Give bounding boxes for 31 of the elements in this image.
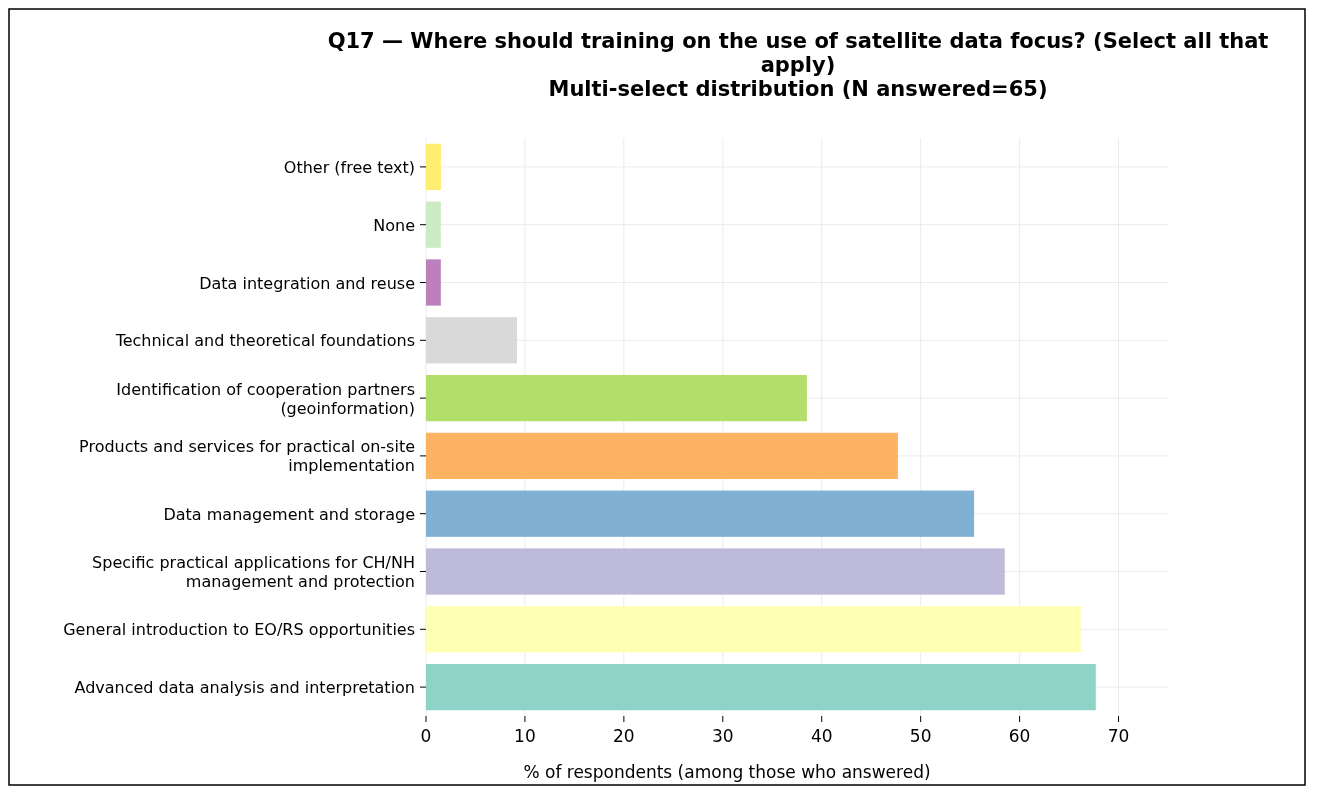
chart-subtitle: Multi-select distribution (N answered=65)	[548, 77, 1048, 101]
chart-title: Q17 — Where should training on the use of satellite data focus? (Select all that apply)	[327, 29, 1269, 77]
y-tick-label: Advanced data analysis and interpretation	[74, 677, 415, 697]
y-tick-label: Other (free text)	[283, 157, 415, 177]
y-tick-label: Specific practical applications for CH/NH management and protection	[92, 552, 415, 591]
x-axis-title: % of respondents (among those who answered)	[523, 762, 931, 782]
x-tick-label: 30	[711, 726, 734, 746]
x-tick-label: 60	[1008, 726, 1031, 746]
x-tick-label: 40	[810, 726, 833, 746]
y-tick-label: General introduction to EO/RS opportunities	[63, 619, 415, 639]
x-tick-label: 20	[613, 726, 635, 746]
x-tick-label: 10	[514, 726, 536, 746]
bar	[426, 548, 1005, 595]
x-tick-label: 50	[909, 726, 932, 746]
bar	[426, 259, 441, 306]
y-tick-label: Products and services for practical on-site implementation	[79, 436, 415, 475]
bar	[426, 374, 807, 422]
bar	[426, 606, 1081, 653]
y-tick-label: Data management and storage	[163, 504, 415, 524]
y-tick-label: Data integration and reuse	[199, 273, 415, 292]
bar	[426, 432, 898, 480]
y-tick-label: Identification of cooperation partners (geoinformation)	[116, 379, 415, 418]
bar	[426, 317, 518, 364]
bar	[426, 143, 441, 191]
bar	[426, 663, 1096, 711]
x-tick-label: 70	[1107, 726, 1130, 746]
bar	[426, 201, 441, 248]
bar	[426, 490, 975, 537]
y-tick-label: Technical and theoretical foundations	[114, 330, 415, 350]
y-tick-label: None	[373, 215, 415, 235]
x-tick-label: 0	[420, 726, 432, 746]
